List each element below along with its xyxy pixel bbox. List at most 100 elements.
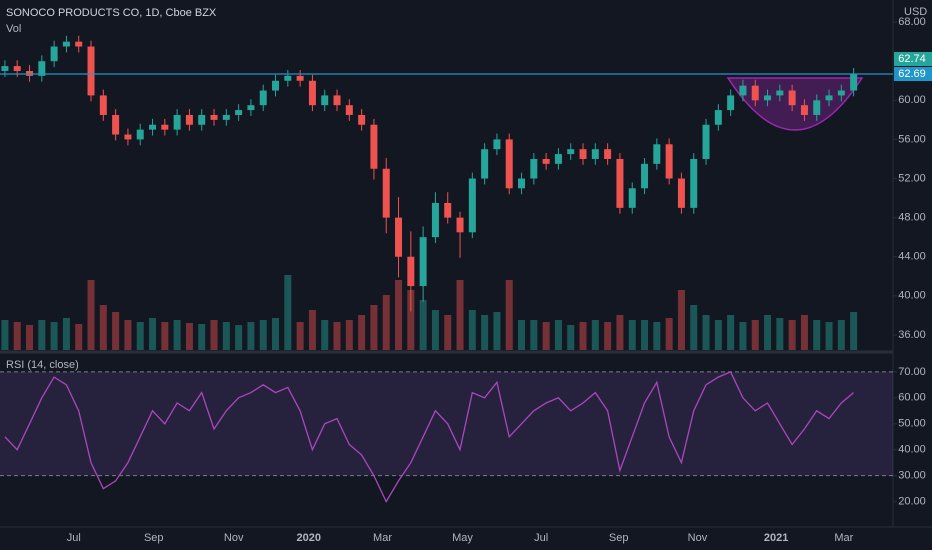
candle-body (198, 114, 206, 125)
candle-body (407, 256, 415, 287)
volume-bar (87, 280, 95, 350)
marks (1, 35, 858, 503)
volume-bar (284, 275, 292, 350)
volume-bar (308, 310, 316, 350)
volume-bar (677, 290, 685, 350)
candle-body (321, 95, 329, 106)
volume-bar (431, 310, 439, 350)
rsi-line (4, 371, 855, 503)
candle-body (272, 80, 280, 91)
volume-bar (247, 322, 255, 350)
volume-bar (813, 320, 821, 350)
candle-body (284, 75, 292, 81)
volume-bar (382, 295, 390, 350)
candle-body (542, 158, 550, 164)
candle-body (259, 90, 267, 106)
volume-bar (444, 315, 452, 350)
candle-body (149, 124, 157, 130)
x-tick-label: Sep (144, 532, 164, 544)
currency: USD (904, 6, 927, 18)
candle-body (210, 114, 218, 120)
volume-bar (50, 322, 58, 350)
y-tick-label: 40.00 (898, 290, 926, 302)
candle-body (591, 149, 599, 159)
volume-bar (579, 322, 587, 350)
level-label-box (894, 67, 932, 82)
volume-bar (542, 322, 550, 350)
x-tick-label: 2021 (764, 532, 788, 544)
candle-body (370, 124, 378, 169)
candle-body (604, 149, 612, 159)
volume-bar (714, 320, 722, 350)
candle-body (235, 110, 243, 115)
candle-body (38, 61, 46, 76)
candle-body (579, 149, 587, 159)
candle-body (75, 41, 83, 47)
volume-bar (591, 320, 599, 350)
volume-bar (764, 315, 772, 350)
last-price-label: 62.74 (898, 53, 926, 65)
volume-bar (456, 280, 464, 350)
candle-body (395, 217, 403, 257)
x-tick-label: Nov (688, 532, 708, 544)
candle-body (345, 105, 353, 115)
volume-bar (800, 315, 808, 350)
candle-body (1, 66, 9, 71)
candle-body (837, 90, 845, 96)
y-tick-label: 60.00 (898, 94, 926, 106)
volume-bar (505, 280, 513, 350)
volume-bar (468, 310, 476, 350)
y-tick-label: 52.00 (898, 172, 926, 184)
rsi-y-tick-label: 40.00 (898, 444, 926, 456)
x-tick-label: May (452, 532, 473, 544)
volume-bar (407, 290, 415, 350)
candle-body (308, 80, 316, 106)
volume-bar (739, 322, 747, 350)
rsi-band-group (0, 371, 893, 477)
volume-bar (26, 325, 34, 350)
candle-body (112, 114, 120, 135)
x-tick-label: 2020 (296, 532, 320, 544)
x-tick-label: Nov (224, 532, 244, 544)
volume-bar (567, 325, 575, 350)
volume-bar (112, 312, 120, 350)
x-tick-label: Mar (834, 532, 853, 544)
volume-bar (395, 280, 403, 350)
rsi-band-fill (0, 371, 893, 476)
volume-bar (296, 322, 304, 350)
candle-body (444, 202, 452, 218)
candle-body (124, 134, 132, 140)
candle-body (468, 178, 476, 233)
candle-body (628, 188, 636, 208)
rsi-y-tick-label: 30.00 (898, 470, 926, 482)
rsi-title: RSI (14, close) (6, 359, 79, 371)
rsi-y-tick-label: 50.00 (898, 418, 926, 430)
candle-body (358, 114, 366, 125)
candle-body (13, 66, 21, 71)
volume-bar (727, 315, 735, 350)
candle-body (776, 90, 784, 96)
rsi-y-tick-label: 70.00 (898, 366, 926, 378)
y-tick-label: 68.00 (898, 16, 926, 28)
level-label: 62.69 (898, 68, 926, 80)
candle-body (247, 105, 255, 111)
candle-body (677, 178, 685, 208)
candle-body (616, 158, 624, 208)
volume-bar (173, 320, 181, 350)
volume-bar (641, 320, 649, 350)
candle-body (518, 178, 526, 189)
volume-bar (604, 322, 612, 350)
volume-bar (185, 323, 193, 350)
volume-bar (99, 305, 107, 350)
candle-body (764, 95, 772, 101)
rsi-y-tick-label: 20.00 (898, 496, 926, 508)
candle-body (788, 90, 796, 106)
candle-body (714, 110, 722, 125)
last-price-box (894, 52, 932, 67)
volume-bar (235, 325, 243, 350)
volume-bar (259, 320, 267, 350)
volume-bar (345, 320, 353, 350)
volume-bar (628, 320, 636, 350)
volume-bar (788, 320, 796, 350)
x-tick-label: Jul (534, 532, 548, 544)
